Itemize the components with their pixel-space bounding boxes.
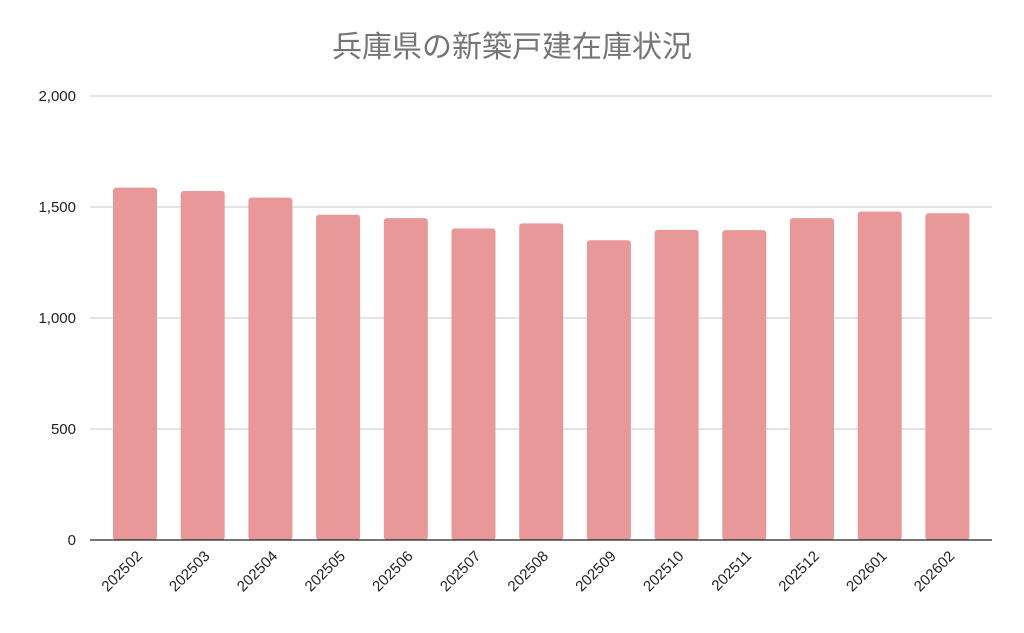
bar-202503	[180, 191, 225, 541]
bar-202505	[316, 214, 361, 540]
bar-202512	[790, 218, 834, 540]
x-tick-label: 202602	[911, 548, 958, 595]
x-tick-label: 202508	[505, 548, 552, 595]
x-tick-label: 202504	[234, 548, 281, 595]
bar-202510	[654, 229, 699, 540]
y-tick-label: 1,500	[38, 199, 76, 216]
x-tick-label: 202507	[437, 548, 484, 595]
x-tick-label: 202502	[98, 548, 145, 595]
bar-202506	[383, 218, 428, 540]
x-tick-label: 202505	[302, 548, 349, 595]
chart-title: 兵庫県の新築戸建在庫状況	[332, 30, 692, 65]
y-tick-label: 2,000	[38, 88, 76, 105]
x-tick-label: 202509	[572, 548, 619, 595]
x-tick-label: 202506	[369, 548, 416, 595]
bar-202509	[586, 240, 631, 541]
bar-202601	[857, 211, 902, 540]
bar-202602	[925, 213, 970, 540]
x-axis-ticks: 202502 202503 202504 202505 202506 202507 2025…	[98, 548, 958, 595]
x-tick-label: 202512	[775, 548, 822, 595]
bar-202504	[248, 197, 293, 540]
bar-202502	[113, 187, 157, 540]
bar-202507	[451, 228, 496, 540]
bars	[113, 187, 970, 541]
x-tick-label: 202511	[708, 548, 755, 595]
bar-202511	[722, 230, 767, 540]
y-tick-label: 500	[51, 421, 76, 438]
y-axis-ticks: 0 500 1,000 1,500 2,000	[38, 88, 76, 549]
bar-202508	[519, 223, 564, 541]
y-tick-label: 1,000	[38, 310, 76, 327]
x-tick-label: 202601	[843, 548, 890, 595]
y-tick-label: 0	[68, 532, 76, 549]
x-tick-label: 202510	[640, 548, 687, 595]
x-tick-label: 202503	[166, 548, 213, 595]
